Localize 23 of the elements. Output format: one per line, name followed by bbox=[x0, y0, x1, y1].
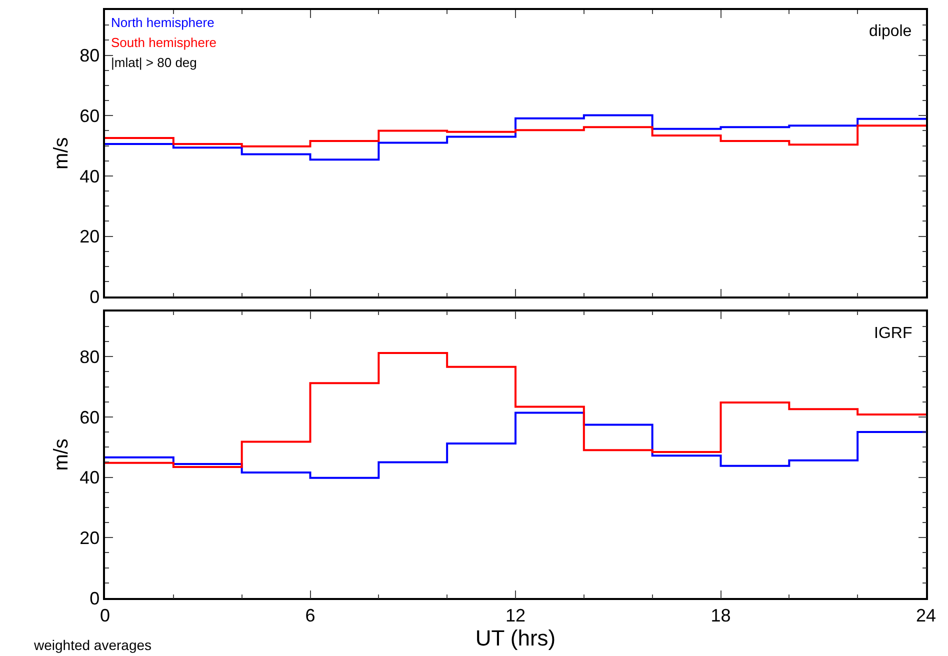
y-tick-label: 20 bbox=[80, 226, 100, 247]
text: South hemisphere bbox=[111, 35, 217, 50]
text: North hemisphere bbox=[111, 15, 214, 30]
y-tick-label: 20 bbox=[80, 528, 100, 548]
annotation: |mlat| > 80 deg bbox=[111, 55, 197, 70]
x-tick-label: 24 bbox=[916, 605, 936, 626]
y-tick-label: 0 bbox=[90, 588, 100, 608]
x-tick-label: 18 bbox=[710, 605, 731, 626]
x-tick-label: 6 bbox=[305, 605, 316, 626]
y-tick-label: 40 bbox=[80, 166, 100, 186]
y-tick-label: 80 bbox=[80, 46, 100, 66]
y-axis-title: m/s bbox=[50, 438, 73, 471]
x-tick-label: 12 bbox=[505, 605, 526, 626]
x-axis-title: UT (hrs) bbox=[475, 625, 556, 650]
y-tick-label: 0 bbox=[90, 286, 100, 307]
y-tick-label: 40 bbox=[80, 468, 100, 488]
annotation: dipole bbox=[869, 23, 912, 40]
y-tick-label: 60 bbox=[80, 106, 100, 126]
y-axis-title: m/s bbox=[50, 137, 73, 170]
y-tick-label: 60 bbox=[80, 407, 100, 428]
text: weighted averages bbox=[33, 637, 152, 653]
y-tick-label: 80 bbox=[80, 346, 100, 367]
annotation: IGRF bbox=[874, 325, 912, 342]
